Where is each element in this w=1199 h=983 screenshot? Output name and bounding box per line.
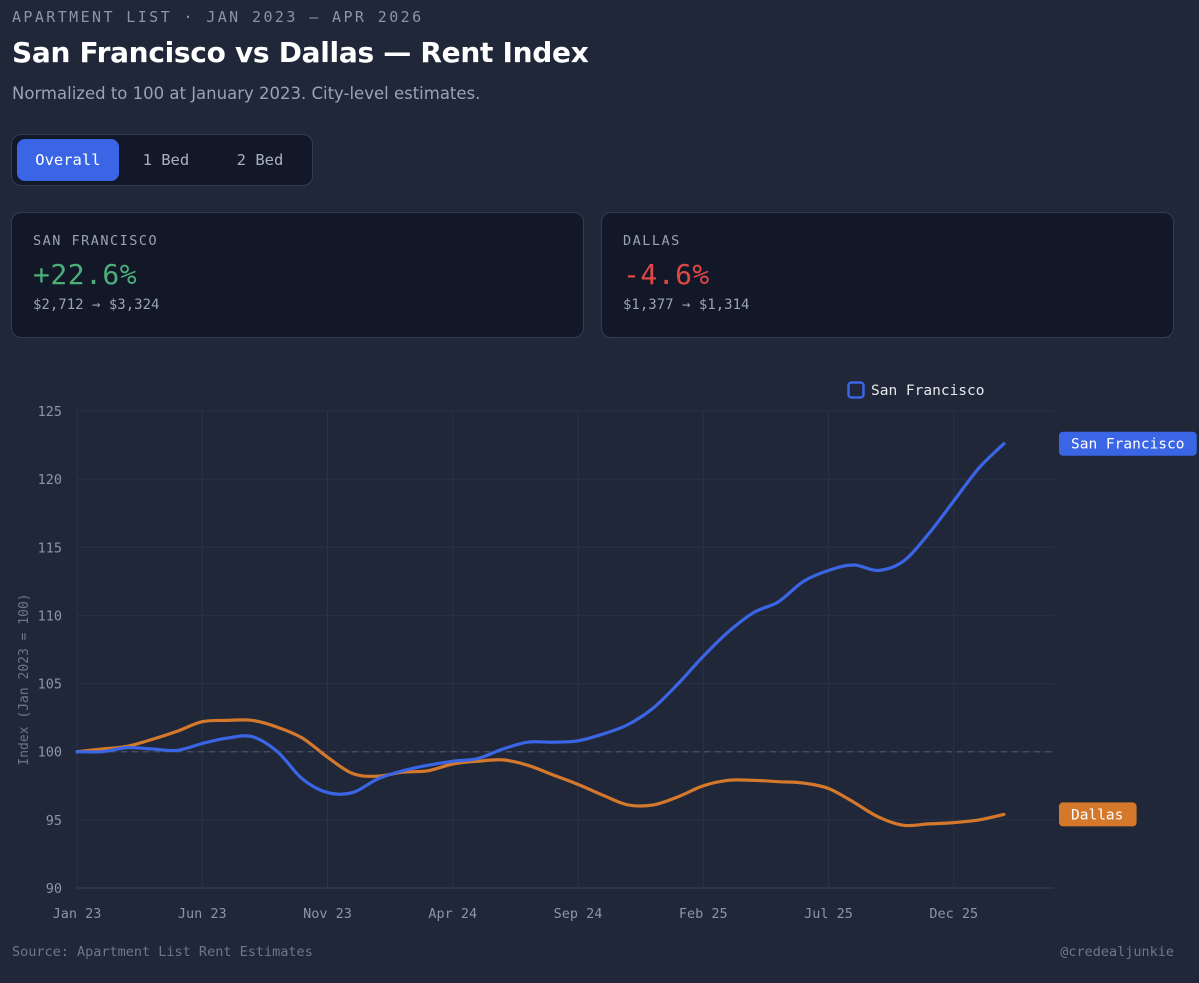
stat-card-dallas: DALLAS -4.6% $1,377 → $1,314 bbox=[601, 212, 1174, 338]
x-tick-label: Jan 23 bbox=[53, 906, 102, 922]
stat-card-change: +22.6% bbox=[33, 258, 138, 291]
author-credit: @credealjunkie bbox=[1060, 944, 1174, 960]
x-tick-label: Jul 25 bbox=[804, 906, 853, 922]
x-tick-label: Sep 24 bbox=[554, 906, 603, 922]
stat-card-range: $1,377 → $1,314 bbox=[623, 297, 750, 313]
y-tick-label: 105 bbox=[38, 677, 62, 693]
source-note: Source: Apartment List Rent Estimates bbox=[12, 944, 313, 960]
series-end-label: Dallas bbox=[1071, 807, 1123, 823]
page-title: San Francisco vs Dallas — Rent Index bbox=[12, 36, 589, 69]
stat-card-san-francisco: SAN FRANCISCO +22.6% $2,712 → $3,324 bbox=[11, 212, 584, 338]
x-tick-label: Dec 25 bbox=[929, 906, 978, 922]
x-tick-label: Apr 24 bbox=[428, 906, 477, 922]
series-line-san-francisco bbox=[75, 442, 1006, 796]
x-tick-label: Nov 23 bbox=[303, 906, 352, 922]
stat-card-label: SAN FRANCISCO bbox=[33, 233, 159, 249]
page-subtitle: Normalized to 100 at January 2023. City-… bbox=[12, 84, 481, 103]
y-axis-label: Index (Jan 2023 = 100) bbox=[17, 593, 32, 765]
stat-card-label: DALLAS bbox=[623, 233, 681, 249]
y-tick-label: 120 bbox=[38, 472, 62, 488]
tab-overall[interactable]: Overall bbox=[17, 139, 119, 181]
y-tick-label: 125 bbox=[38, 404, 62, 420]
eyebrow-source-range: APARTMENT LIST · JAN 2023 – APR 2026 bbox=[12, 8, 424, 26]
tab-1-bed[interactable]: 1 Bed bbox=[142, 151, 190, 169]
series-line-dallas bbox=[75, 718, 1006, 828]
series-end-label-bg bbox=[1059, 802, 1137, 827]
y-tick-label: 110 bbox=[38, 608, 62, 624]
y-tick-label: 95 bbox=[46, 813, 62, 829]
unit-type-tabs: Overall 1 Bed 2 Bed bbox=[11, 134, 313, 186]
tab-2-bed[interactable]: 2 Bed bbox=[236, 151, 284, 169]
series-end-label-bg bbox=[1059, 431, 1197, 456]
x-tick-label: Feb 25 bbox=[679, 906, 728, 922]
stat-card-change: -4.6% bbox=[623, 258, 710, 291]
y-tick-label: 115 bbox=[38, 540, 62, 556]
y-tick-label: 100 bbox=[38, 745, 62, 761]
x-tick-label: Jun 23 bbox=[178, 906, 227, 922]
stat-card-range: $2,712 → $3,324 bbox=[33, 297, 160, 313]
legend-label: San Francisco bbox=[871, 383, 985, 399]
rent-index-chart: 90 95 100 105 110 115 120 125 Jan 23 Jun 23 Nov 23… bbox=[17, 381, 1197, 922]
series-end-label: San Francisco bbox=[1071, 437, 1185, 453]
legend-swatch bbox=[847, 381, 865, 399]
y-tick-label: 90 bbox=[46, 881, 62, 897]
